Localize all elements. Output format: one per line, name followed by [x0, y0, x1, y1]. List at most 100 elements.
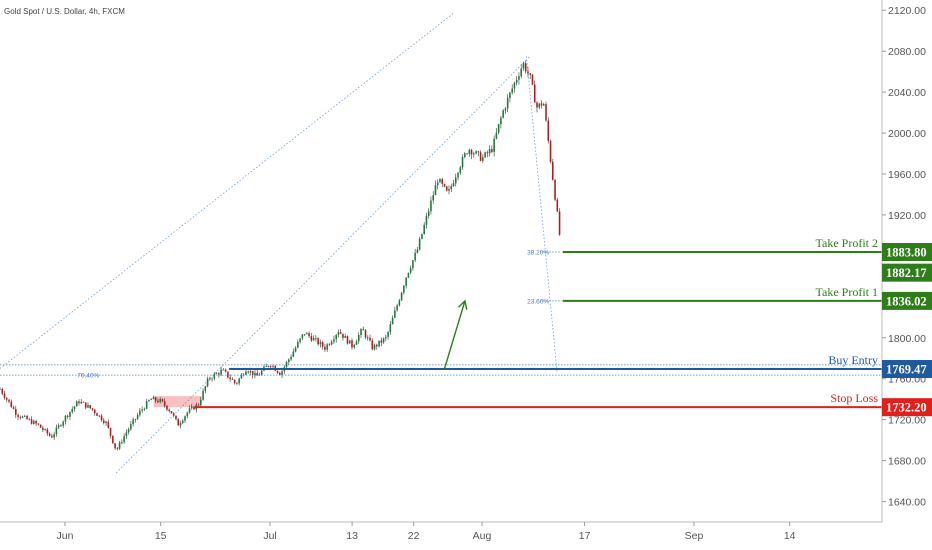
candle-body	[1, 388, 4, 394]
candle-body	[206, 378, 209, 387]
candle-body	[145, 401, 148, 409]
candle	[42, 425, 44, 432]
candle	[256, 369, 259, 376]
candle	[172, 411, 175, 418]
candle-body	[533, 84, 536, 103]
candle-body	[224, 369, 227, 372]
candle-body	[42, 427, 44, 430]
candle	[233, 379, 236, 385]
candle-body	[172, 413, 175, 416]
candle-body	[421, 233, 423, 239]
candle	[152, 395, 155, 400]
candle	[260, 369, 263, 376]
candle-body	[337, 332, 340, 335]
support-zone-box	[153, 396, 202, 408]
candle-body	[551, 161, 554, 180]
candle	[344, 333, 347, 338]
candle-body	[549, 140, 552, 162]
candle	[416, 246, 419, 254]
trendline[interactable]	[0, 11, 455, 369]
candle-body	[488, 149, 491, 154]
candle	[473, 151, 475, 158]
candle-body	[536, 102, 538, 108]
candle	[116, 447, 119, 451]
candle	[130, 421, 132, 431]
x-tick-label: Sep	[685, 530, 704, 542]
level-label-stop-loss: Stop Loss	[830, 391, 878, 405]
candle	[549, 139, 552, 164]
candle	[168, 408, 171, 413]
price-tag-buy-entry-text: 1769.47	[886, 363, 927, 377]
candle-body	[121, 442, 123, 443]
candle-body	[127, 429, 130, 433]
candle-body	[398, 300, 401, 306]
candle	[337, 329, 340, 338]
candle-body	[73, 406, 76, 410]
candle-body	[445, 186, 448, 191]
candle-body	[276, 370, 279, 373]
candle	[294, 346, 297, 353]
candle-body	[391, 317, 394, 325]
candle	[269, 365, 272, 369]
candle	[500, 115, 502, 129]
candle	[121, 439, 123, 445]
candle-body	[310, 336, 313, 341]
candle-body	[21, 416, 24, 418]
candle	[398, 298, 401, 307]
candle-body	[317, 338, 319, 345]
candle-body	[364, 330, 367, 338]
candle-body	[414, 252, 416, 261]
candle	[48, 432, 51, 437]
candle-body	[161, 398, 164, 402]
candle-body	[339, 332, 342, 334]
candle	[301, 334, 304, 340]
candle	[506, 94, 509, 113]
candle	[369, 334, 371, 342]
candle	[434, 180, 437, 196]
candle-body	[168, 409, 171, 412]
candle	[540, 100, 543, 109]
candle	[19, 415, 22, 420]
candle	[236, 382, 238, 386]
candle-body	[211, 378, 213, 380]
candle-body	[529, 73, 532, 75]
candle-body	[78, 401, 80, 404]
candle-body	[3, 393, 6, 398]
candle	[445, 185, 448, 192]
candle-body	[30, 419, 33, 424]
candle	[84, 402, 87, 410]
candle-body	[479, 152, 482, 161]
candle	[545, 101, 547, 122]
candle	[175, 415, 177, 421]
candle	[10, 399, 13, 408]
candle	[141, 406, 143, 413]
candle	[15, 405, 17, 419]
candle	[315, 335, 317, 342]
candle-body	[518, 76, 520, 80]
candle	[193, 405, 195, 410]
candle	[432, 191, 434, 204]
candle	[466, 152, 468, 155]
candle	[179, 420, 182, 429]
candle-body	[385, 336, 387, 339]
candle-body	[265, 366, 268, 367]
candle	[319, 339, 322, 348]
candle	[414, 248, 416, 262]
price-tag-current-bg	[882, 263, 932, 282]
candle-body	[247, 371, 249, 373]
candle	[439, 177, 441, 183]
y-tick-label: 1720.00	[888, 415, 926, 427]
candle-body	[278, 372, 281, 376]
candle	[360, 327, 362, 339]
candle-body	[26, 415, 28, 420]
trendline[interactable]	[115, 56, 531, 474]
candle	[5, 397, 8, 403]
y-tick-label: 1640.00	[888, 497, 926, 509]
candle	[211, 377, 213, 382]
candle-body	[10, 401, 13, 408]
candle-body	[80, 401, 83, 404]
candle-body	[344, 336, 347, 338]
fib-connector-line[interactable]	[526, 56, 558, 374]
candle	[220, 366, 222, 377]
